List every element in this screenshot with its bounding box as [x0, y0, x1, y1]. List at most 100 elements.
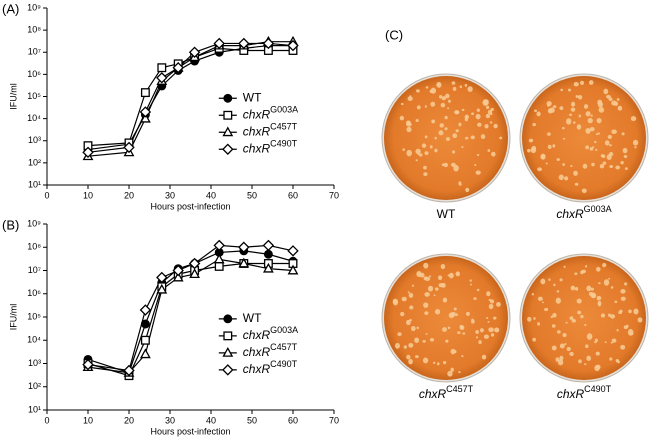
plate-agar	[522, 76, 646, 200]
colony	[555, 297, 561, 304]
colony	[597, 132, 601, 135]
colony	[532, 123, 536, 127]
colony	[552, 144, 556, 148]
colony	[617, 105, 623, 111]
colony	[461, 146, 464, 148]
colony	[561, 126, 565, 130]
label-name: chxR	[556, 207, 584, 221]
label-name: chxR	[243, 141, 271, 155]
label: chxRC490T	[243, 359, 298, 376]
colony	[394, 342, 400, 349]
colony	[431, 119, 436, 124]
colony	[559, 343, 565, 349]
colony	[458, 181, 462, 185]
colony	[624, 167, 628, 170]
colony	[476, 288, 480, 292]
label: chxRC457T	[243, 122, 298, 139]
marker	[140, 335, 150, 345]
legend-marker	[223, 331, 233, 341]
colony	[451, 81, 456, 85]
colony	[588, 80, 594, 85]
colony	[450, 367, 454, 372]
colony	[601, 154, 606, 159]
x-tick-label: 10	[83, 190, 93, 200]
colony	[406, 122, 412, 127]
colony	[528, 138, 534, 143]
colony	[604, 140, 610, 146]
colony	[571, 101, 576, 107]
colony	[450, 348, 456, 355]
colony	[471, 319, 475, 324]
colony	[565, 321, 568, 324]
colony	[587, 117, 593, 124]
plate-agar	[384, 76, 508, 200]
plate-agar	[522, 256, 646, 380]
marker	[188, 257, 201, 270]
colony	[608, 277, 611, 280]
colony	[599, 163, 605, 169]
colony	[439, 94, 443, 99]
colony	[550, 315, 554, 319]
colony	[570, 164, 573, 168]
marker	[156, 283, 168, 294]
colony	[624, 282, 628, 286]
colony	[574, 182, 579, 186]
colony	[559, 355, 564, 361]
x-tick-label: 10	[83, 415, 93, 425]
colony	[440, 263, 446, 270]
marker	[262, 37, 275, 50]
colony	[619, 309, 623, 313]
colony	[442, 360, 447, 365]
colony	[440, 102, 446, 108]
colony	[427, 285, 434, 292]
label-superscript: C490T	[584, 384, 612, 394]
y-tick-label: 10⁸	[27, 242, 41, 252]
colony	[527, 316, 532, 322]
colony	[462, 332, 466, 335]
colony	[494, 327, 500, 333]
colony	[409, 305, 414, 310]
colony	[566, 346, 571, 352]
colony	[607, 134, 612, 140]
colony	[407, 291, 410, 294]
colony	[473, 297, 477, 301]
colony	[429, 145, 433, 149]
y-axis-label: IFU/ml	[8, 83, 18, 110]
colony	[415, 355, 419, 359]
colony	[410, 325, 416, 332]
legend-marker	[223, 110, 233, 120]
colony	[489, 121, 493, 124]
label: chxRC457T	[419, 384, 474, 401]
colony	[406, 354, 411, 360]
colony	[556, 330, 561, 334]
y-tick-label: 10⁸	[27, 25, 41, 35]
colony	[419, 153, 423, 157]
series-line	[87, 258, 294, 374]
colony	[441, 282, 446, 288]
marker	[214, 261, 224, 271]
colony	[408, 292, 414, 298]
y-tick-label: 10³	[28, 358, 41, 368]
colony	[610, 341, 613, 344]
colony	[445, 93, 450, 99]
colony	[614, 300, 618, 304]
marker	[82, 146, 94, 159]
colony	[480, 134, 486, 140]
colony	[620, 296, 626, 301]
colony	[595, 351, 600, 356]
colony	[430, 101, 436, 107]
y-tick-label: 10³	[28, 135, 41, 145]
colony	[417, 153, 420, 156]
colony	[476, 153, 480, 157]
colony	[586, 333, 593, 340]
colony	[405, 319, 411, 326]
colony	[450, 162, 456, 167]
colony	[423, 172, 428, 176]
colony	[429, 337, 435, 342]
colony	[564, 176, 569, 181]
colony	[597, 301, 602, 306]
colony	[475, 170, 481, 175]
colony	[435, 287, 439, 291]
marker	[287, 39, 299, 52]
colony	[453, 307, 457, 311]
